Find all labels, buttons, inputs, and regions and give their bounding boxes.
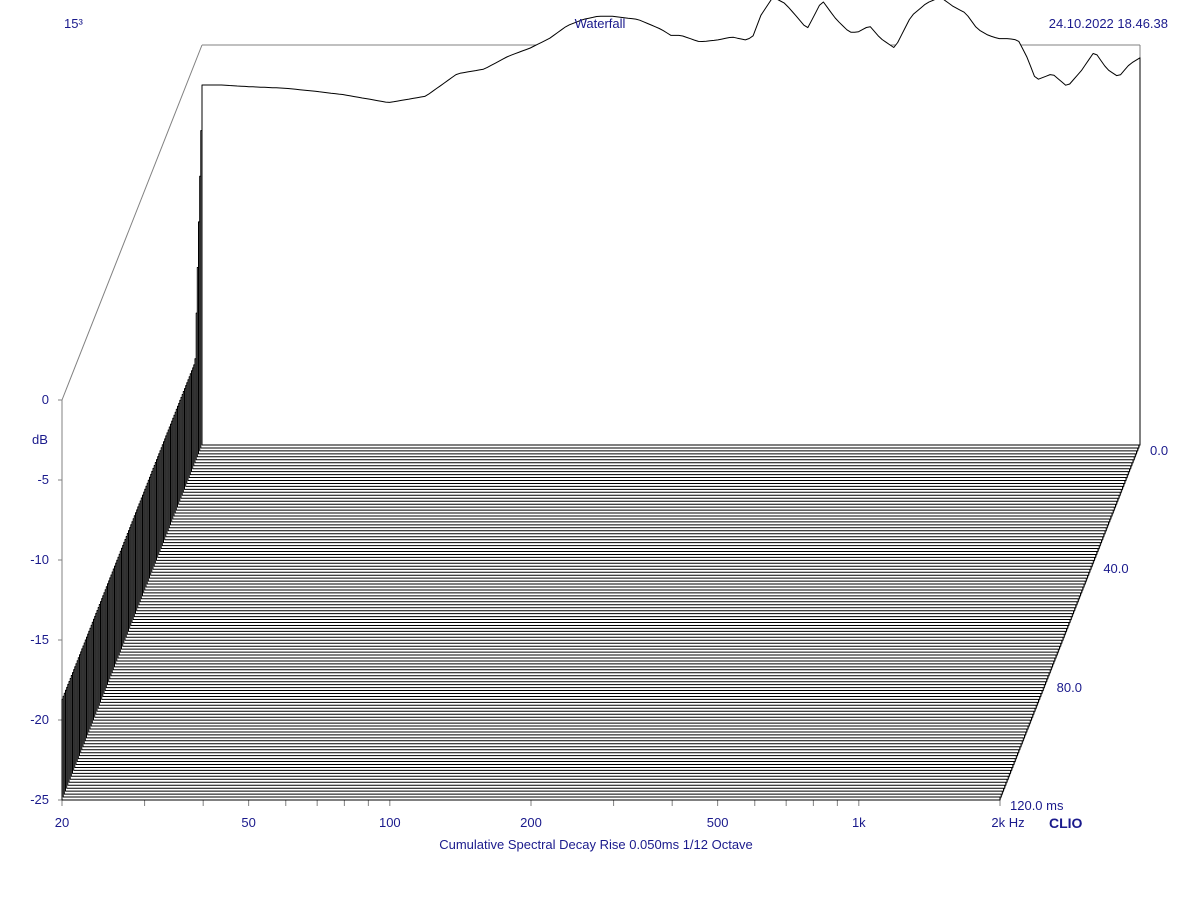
clio-logo: CLIO xyxy=(1049,815,1083,831)
y-axis-label: dB xyxy=(32,432,48,447)
chart-title: Waterfall xyxy=(574,16,626,31)
y-tick-label: 0 xyxy=(41,392,49,407)
x-tick-label: 20 xyxy=(54,815,70,830)
chart-caption: Cumulative Spectral Decay Rise 0.050ms 1… xyxy=(439,837,753,852)
corner-label: 15³ xyxy=(64,16,83,31)
decay-slice xyxy=(201,0,1141,446)
y-tick-label: -15 xyxy=(30,632,49,647)
x-tick-label: 500 xyxy=(706,815,729,830)
x-tick-label: 2k Hz xyxy=(991,815,1025,830)
y-tick-label: -10 xyxy=(30,552,49,567)
x-tick-label: 200 xyxy=(520,815,542,830)
z-tick-label: 40.0 xyxy=(1103,561,1129,577)
x-tick-label: 50 xyxy=(241,815,256,830)
axis-frame-line xyxy=(61,44,203,401)
z-tick-label: 80.0 xyxy=(1056,679,1082,695)
y-tick-label: -5 xyxy=(37,472,49,487)
z-tick-label: 120.0 ms xyxy=(1010,798,1064,813)
x-tick-label: 100 xyxy=(378,815,401,830)
y-tick-label: -20 xyxy=(30,712,49,727)
decay-slices xyxy=(61,0,1141,801)
x-tick-label: 1k xyxy=(851,815,866,830)
y-tick-label: -25 xyxy=(30,792,49,807)
timestamp: 24.10.2022 18.46.38 xyxy=(1048,16,1168,31)
z-tick-label: 0.0 xyxy=(1150,443,1169,458)
